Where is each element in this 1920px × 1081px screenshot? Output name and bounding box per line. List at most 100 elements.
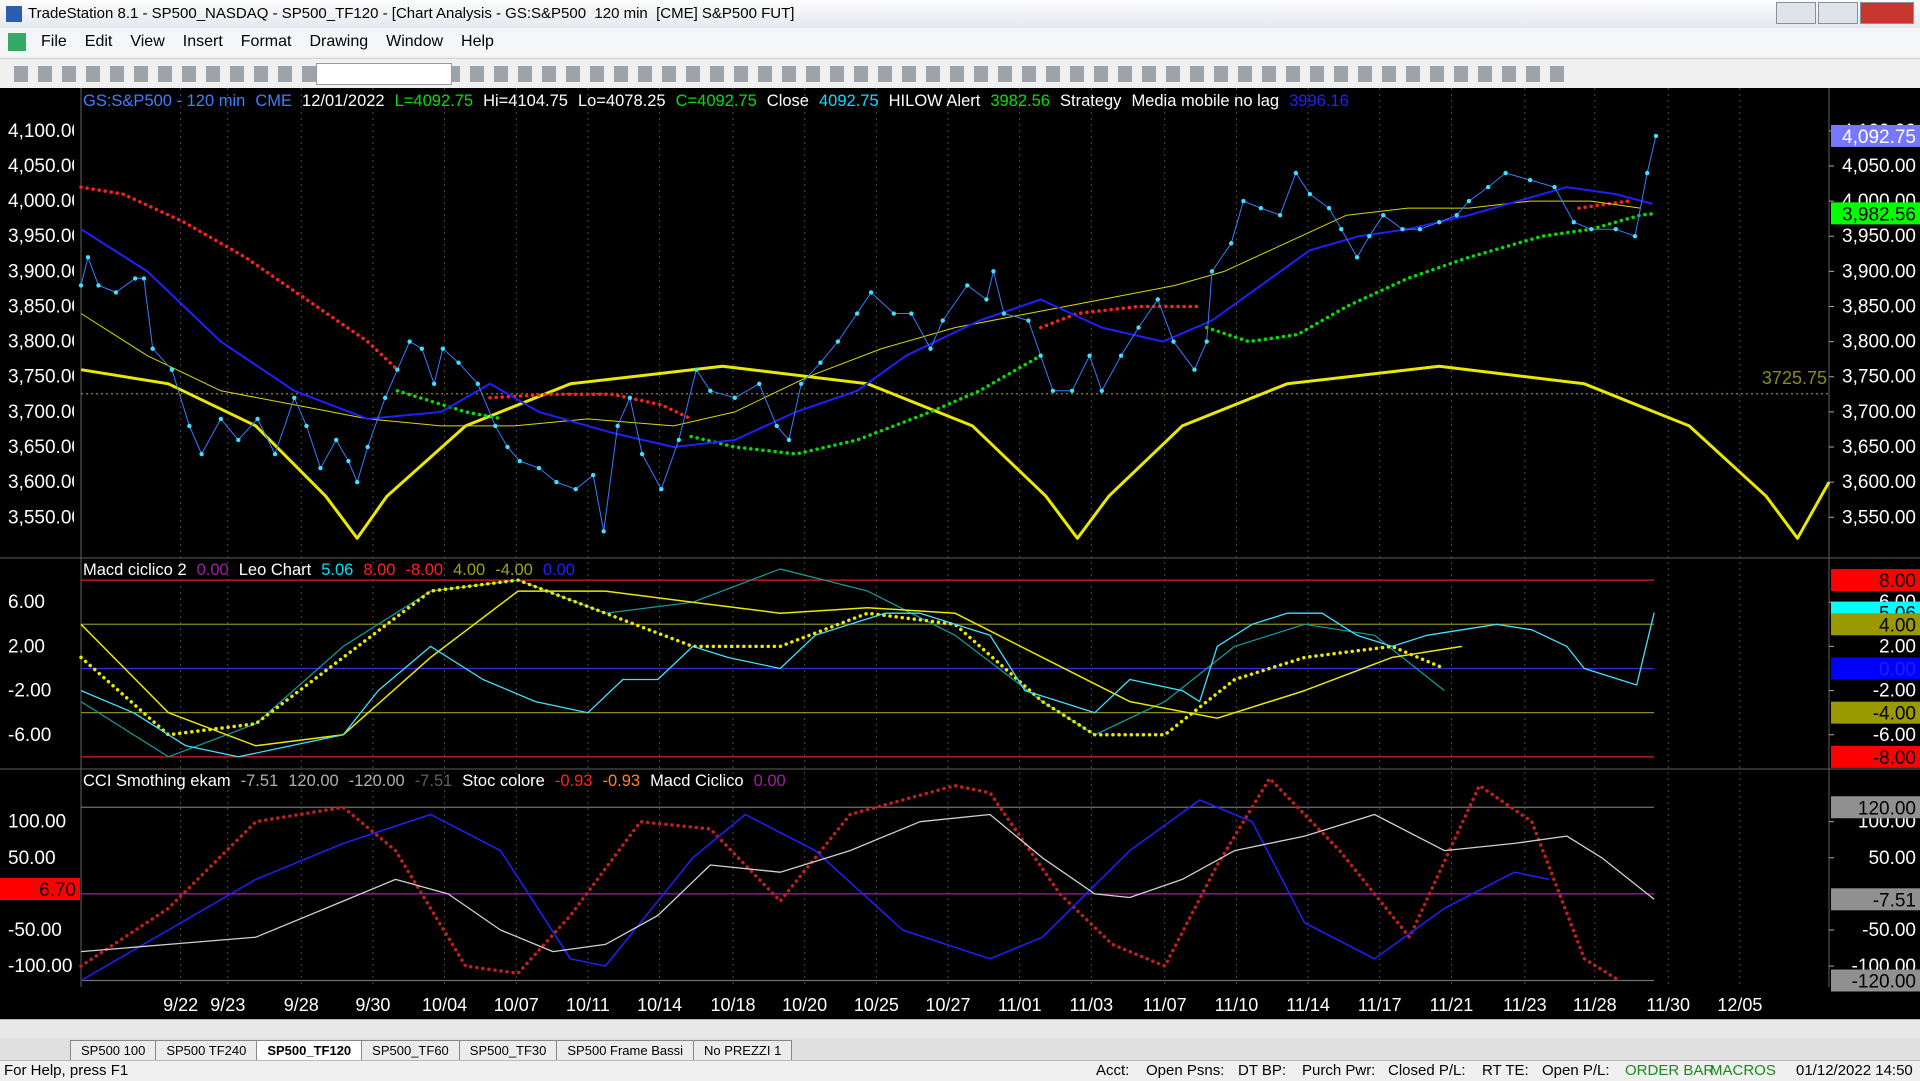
y-tick-label: 3,600.00 <box>8 472 82 493</box>
data-point <box>187 423 192 429</box>
y-tick-label: 3,750.00 <box>8 367 82 388</box>
y-tick-label: 3,550.00 <box>8 507 82 528</box>
series-line <box>79 185 1630 421</box>
data-point <box>141 276 147 281</box>
status-item: Acct: <box>1096 1062 1130 1079</box>
price-marker-label: 120.00 <box>1858 798 1916 819</box>
data-point <box>676 437 682 443</box>
chart: 9/22 9/23 9/28 9/30 10/04 10/07 10/11 10/14 10/1… <box>0 88 1920 1019</box>
price-marker <box>1831 969 1920 992</box>
data-point <box>659 486 664 492</box>
series-line <box>395 211 1658 456</box>
y-tick-label: -2.00 <box>1873 681 1916 702</box>
price-marker <box>1831 569 1920 592</box>
menu-item[interactable]: Format <box>240 33 292 50</box>
x-tick-label: 9/23 <box>210 995 245 1015</box>
legend-item: -4.00 <box>495 561 533 579</box>
data-point <box>1026 318 1031 323</box>
price-marker <box>1831 657 1920 680</box>
legend-item: Macd ciclico 2 <box>83 561 187 579</box>
series-line <box>80 200 1641 427</box>
data-point <box>1381 212 1386 218</box>
data-point <box>1503 170 1508 176</box>
data-point <box>554 479 559 485</box>
y-tick-label: 3,650.00 <box>1842 437 1916 458</box>
data-point <box>1001 311 1007 316</box>
legend-item: C=4092.75 <box>676 92 757 110</box>
data-point <box>132 276 138 281</box>
legend-item: -0.93 <box>555 772 593 790</box>
price-marker <box>0 878 80 901</box>
x-tick-label: 10/11 <box>566 995 610 1015</box>
data-point <box>407 339 412 344</box>
menu-item[interactable]: Insert <box>182 33 223 50</box>
symbol-combo[interactable] <box>316 63 452 85</box>
scrollbar[interactable] <box>0 1019 1920 1039</box>
data-point <box>505 444 510 450</box>
price-marker-label: 8.00 <box>1879 571 1916 592</box>
toolbar <box>0 58 1920 89</box>
data-point <box>708 388 713 393</box>
price-marker-label: 4.00 <box>1879 615 1916 636</box>
y-tick-label: 3,950.00 <box>1842 226 1916 247</box>
price-marker <box>1831 701 1920 724</box>
y-tick-label: 6.00 <box>8 592 45 613</box>
sheet-tab[interactable]: No PREZZI 1 <box>693 1040 793 1060</box>
data-point <box>1155 297 1160 302</box>
series-line <box>80 568 1445 758</box>
x-tick-label: 11/07 <box>1143 995 1187 1015</box>
legend-item: -8.00 <box>405 561 443 579</box>
sheet-tab[interactable]: SP500 100 <box>70 1040 157 1060</box>
data-point <box>1436 219 1442 225</box>
data-point <box>786 437 792 443</box>
y-tick-label: -100.00 <box>8 956 72 977</box>
close[interactable] <box>1860 2 1914 24</box>
data-point <box>1354 255 1360 260</box>
data-point <box>1466 198 1472 204</box>
menu-item[interactable]: Edit <box>84 33 113 50</box>
data-point <box>1454 212 1459 218</box>
legend-item: -120.00 <box>349 772 405 790</box>
legend-item: 4092.75 <box>819 92 879 110</box>
sheet-tab[interactable]: SP500_TF30 <box>458 1040 558 1060</box>
x-tick-label: 10/14 <box>637 995 682 1015</box>
series-line <box>79 776 1621 983</box>
data-point <box>85 255 91 260</box>
title-bar: TradeStation 8.1 - SP500_NASDAQ - SP500_… <box>0 0 1920 28</box>
y-tick-label: 3,700.00 <box>1842 402 1916 423</box>
data-point <box>909 311 914 316</box>
sheet-tab[interactable]: SP500 TF240 <box>155 1040 258 1060</box>
y-tick-label: 4,000.00 <box>8 191 82 212</box>
menu-item[interactable]: View <box>130 33 165 50</box>
x-tick-label: 9/30 <box>355 995 390 1015</box>
menu-item[interactable]: File <box>41 33 67 50</box>
price-marker <box>1831 745 1920 768</box>
price-marker-label: 0.00 <box>1879 659 1916 680</box>
menu-item[interactable]: Help <box>461 33 494 50</box>
legend-item: Stoc colore <box>462 772 545 790</box>
menu-item[interactable]: Drawing <box>309 33 369 50</box>
data-point <box>1099 388 1105 393</box>
menu-item[interactable]: Window <box>386 33 444 50</box>
data-point <box>984 297 989 302</box>
legend-item: -7.51 <box>415 772 453 790</box>
series-line <box>80 612 1655 758</box>
data-point <box>517 458 522 464</box>
x-tick-label: 10/25 <box>854 995 899 1015</box>
legend-item: GS:S&P500 - 120 min <box>83 92 245 110</box>
maximize[interactable] <box>1818 2 1858 24</box>
legend-item: Leo Chart <box>239 561 312 579</box>
data-point <box>1087 353 1092 358</box>
legend-item: Close <box>767 92 809 110</box>
x-tick-label: 11/10 <box>1215 995 1259 1015</box>
y-tick-label: 3,550.00 <box>1842 507 1916 528</box>
price-marker-label: -120.00 <box>1852 972 1916 993</box>
data-point <box>835 339 841 344</box>
sheet-tab[interactable]: SP500_TF60 <box>361 1040 460 1060</box>
sheet-tab[interactable]: SP500 Frame Bassi <box>556 1040 694 1060</box>
y-tick-label: 3,800.00 <box>8 332 82 353</box>
sheet-tab[interactable]: SP500_TF120 <box>256 1040 363 1060</box>
x-tick-label: 9/22 <box>163 995 198 1015</box>
data-point <box>573 486 578 492</box>
minimize[interactable] <box>1776 2 1816 24</box>
